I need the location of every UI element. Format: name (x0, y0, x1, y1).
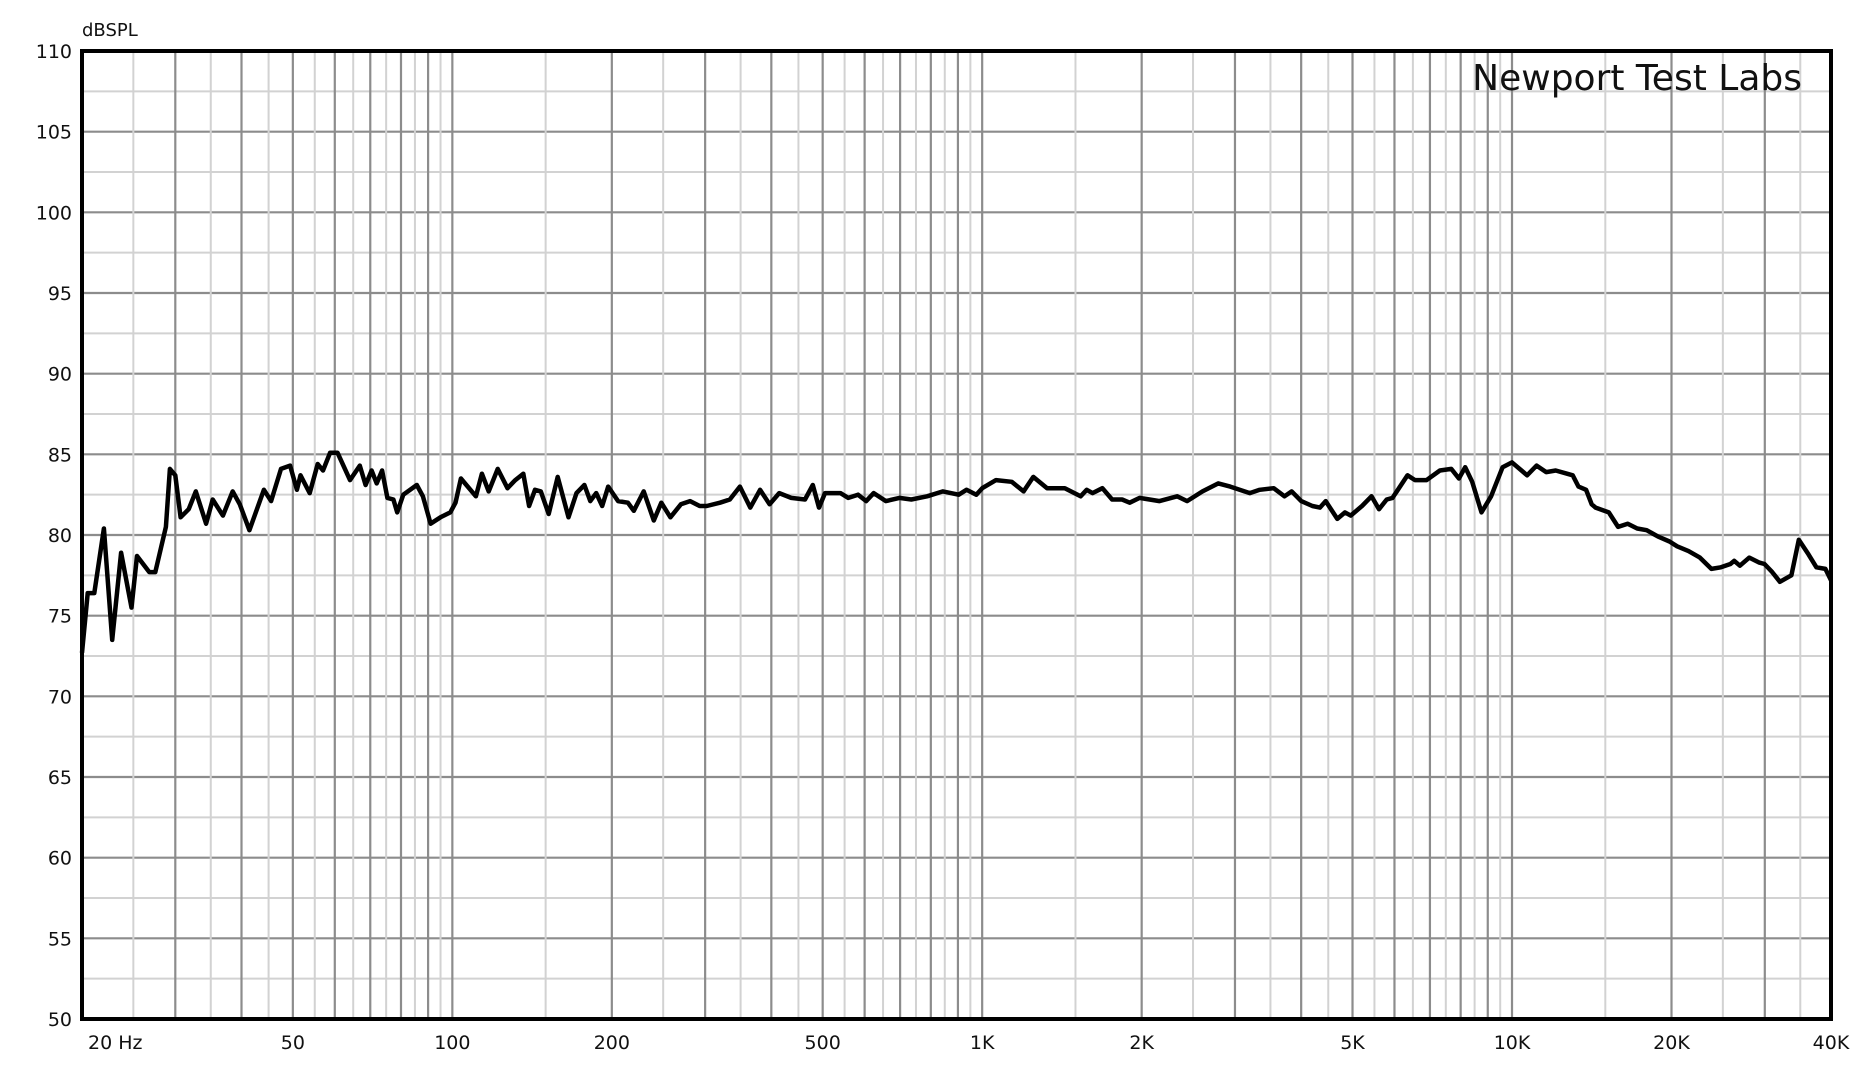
y-tick-label: 55 (48, 928, 72, 950)
y-tick-label: 65 (48, 767, 72, 789)
y-tick-label: 70 (48, 686, 72, 708)
response-curve (79, 450, 1834, 654)
x-tick-label: 500 (805, 1032, 841, 1054)
y-tick-label: 80 (48, 525, 72, 547)
y-tick-label: 90 (48, 364, 72, 386)
y-tick-label: 100 (36, 202, 72, 224)
y-axis-ticks: 50 55 60 65 70 75 80 85 90 95 100 105 110 (36, 41, 72, 1031)
x-tick-label: 200 (594, 1032, 630, 1054)
x-tick-label: 100 (434, 1032, 470, 1054)
grid (82, 49, 1831, 1021)
x-tick-label: 10K (1494, 1032, 1531, 1054)
y-tick-label: 105 (36, 122, 72, 144)
y-tick-label: 75 (48, 606, 72, 628)
x-tick-label: 1K (970, 1032, 995, 1054)
y-axis-unit-label: dBSPL (82, 20, 138, 41)
x-tick-label: 40K (1813, 1032, 1850, 1054)
x-tick-label: 20 Hz (88, 1032, 143, 1054)
x-tick-label: 20K (1653, 1032, 1690, 1054)
y-tick-label: 110 (36, 41, 72, 63)
x-tick-label: 2K (1129, 1032, 1154, 1054)
plot-frame (80, 49, 1833, 1021)
y-tick-label: 60 (48, 848, 72, 870)
x-axis-ticks: 20 Hz 50 100 200 500 1K 2K 5K 10K 20K 40K (88, 1032, 1850, 1054)
x-tick-label: 5K (1340, 1032, 1365, 1054)
y-tick-label: 50 (48, 1009, 72, 1031)
x-tick-label: 50 (281, 1032, 305, 1054)
watermark-text: Newport Test Labs (1472, 58, 1802, 99)
y-tick-label: 95 (48, 283, 72, 305)
y-tick-label: 85 (48, 444, 72, 466)
